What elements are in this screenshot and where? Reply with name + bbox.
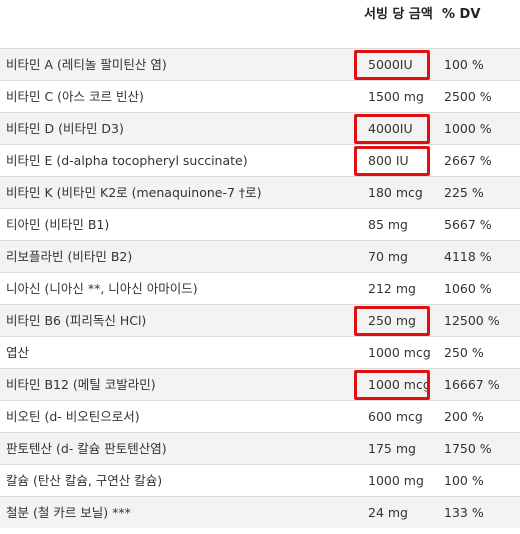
nutrient-daily-value: 2500 % xyxy=(444,89,492,104)
table-row: 비타민 C (아스 코르 빈산) 1500 mg 2500 % xyxy=(0,80,520,112)
table-row: 비타민 A (레티놀 팔미틴산 염) 5000IU 100 % xyxy=(0,48,520,80)
nutrient-amount: 1500 mg xyxy=(368,89,424,104)
nutrient-daily-value: 200 % xyxy=(444,409,484,424)
nutrient-daily-value: 1000 % xyxy=(444,121,492,136)
nutrient-daily-value: 100 % xyxy=(444,473,484,488)
nutrient-amount: 212 mg xyxy=(368,281,416,296)
nutrient-amount: 1000 mcg xyxy=(368,345,431,360)
nutrient-amount: 175 mg xyxy=(368,441,416,456)
nutrient-daily-value: 12500 % xyxy=(444,313,500,328)
table-row: 비타민 D (비타민 D3) 4000IU 1000 % xyxy=(0,112,520,144)
nutrient-name: 비오틴 (d- 비오틴으로서) xyxy=(6,409,140,424)
table-row: 비타민 B12 (메틸 코발라민) 1000 mcg 16667 % xyxy=(0,368,520,400)
nutrient-name: 판토텐산 (d- 칼슘 판토텐산염) xyxy=(6,441,167,456)
nutrient-daily-value: 4118 % xyxy=(444,249,492,264)
nutrient-name: 비타민 B12 (메틸 코발라민) xyxy=(6,377,156,392)
nutrient-name: 비타민 C (아스 코르 빈산) xyxy=(6,89,144,104)
nutrient-amount: 5000IU xyxy=(368,57,413,72)
table-row: 니아신 (니아신 **, 니아신 아마이드) 212 mg 1060 % xyxy=(0,272,520,304)
nutrient-daily-value: 2667 % xyxy=(444,153,492,168)
nutrient-daily-value: 5667 % xyxy=(444,217,492,232)
nutrient-amount: 180 mcg xyxy=(368,185,423,200)
table-row: 비오틴 (d- 비오틴으로서) 600 mcg 200 % xyxy=(0,400,520,432)
nutrient-name: 비타민 B6 (피리독신 HCl) xyxy=(6,313,147,328)
nutrient-amount: 24 mg xyxy=(368,505,408,520)
nutrient-name: 칼슘 (탄산 칼슘, 구연산 칼슘) xyxy=(6,473,163,488)
nutrient-name: 티아민 (비타민 B1) xyxy=(6,217,110,232)
nutrient-daily-value: 133 % xyxy=(444,505,484,520)
nutrient-name: 비타민 D (비타민 D3) xyxy=(6,121,124,136)
nutrient-amount: 250 mg xyxy=(368,313,416,328)
nutrient-name: 비타민 A (레티놀 팔미틴산 염) xyxy=(6,57,167,72)
header-daily-value: % DV xyxy=(442,7,481,22)
nutrient-name: 니아신 (니아신 **, 니아신 아마이드) xyxy=(6,281,198,296)
nutrient-daily-value: 1060 % xyxy=(444,281,492,296)
table-row: 칼슘 (탄산 칼슘, 구연산 칼슘) 1000 mg 100 % xyxy=(0,464,520,496)
nutrient-amount: 1000 mcg xyxy=(368,377,431,392)
nutrient-name: 비타민 K (비타민 K2로 (menaquinone-7 †로) xyxy=(6,185,262,200)
nutrient-daily-value: 250 % xyxy=(444,345,484,360)
nutrient-name: 비타민 E (d-alpha tocopheryl succinate) xyxy=(6,153,248,168)
table-row: 비타민 K (비타민 K2로 (menaquinone-7 †로) 180 mcg… xyxy=(0,176,520,208)
nutrient-amount: 800 IU xyxy=(368,153,409,168)
nutrient-name: 엽산 xyxy=(6,345,30,360)
nutrient-daily-value: 100 % xyxy=(444,57,484,72)
table-row: 리보플라빈 (비타민 B2) 70 mg 4118 % xyxy=(0,240,520,272)
nutrient-amount: 85 mg xyxy=(368,217,408,232)
nutrient-amount: 600 mcg xyxy=(368,409,423,424)
table-header: 서빙 당 금액 % DV xyxy=(0,0,520,48)
nutrient-amount: 4000IU xyxy=(368,121,413,136)
header-amount-per-serving: 서빙 당 금액 xyxy=(364,7,433,22)
table-row: 판토텐산 (d- 칼슘 판토텐산염) 175 mg 1750 % xyxy=(0,432,520,464)
table-row: 비타민 E (d-alpha tocopheryl succinate) 800 … xyxy=(0,144,520,176)
nutrient-daily-value: 1750 % xyxy=(444,441,492,456)
nutrient-amount: 1000 mg xyxy=(368,473,424,488)
table-row: 엽산 1000 mcg 250 % xyxy=(0,336,520,368)
nutrient-amount: 70 mg xyxy=(368,249,408,264)
nutrient-daily-value: 16667 % xyxy=(444,377,500,392)
nutrient-name: 철분 (철 카르 보닐) *** xyxy=(6,505,131,520)
nutrient-daily-value: 225 % xyxy=(444,185,484,200)
nutrient-name: 리보플라빈 (비타민 B2) xyxy=(6,249,133,264)
table-row: 비타민 B6 (피리독신 HCl) 250 mg 12500 % xyxy=(0,304,520,336)
table-row: 티아민 (비타민 B1) 85 mg 5667 % xyxy=(0,208,520,240)
supplement-facts-table: 비타민 A (레티놀 팔미틴산 염) 5000IU 100 % 비타민 C (아스 코… xyxy=(0,48,520,528)
table-row: 철분 (철 카르 보닐) *** 24 mg 133 % xyxy=(0,496,520,528)
